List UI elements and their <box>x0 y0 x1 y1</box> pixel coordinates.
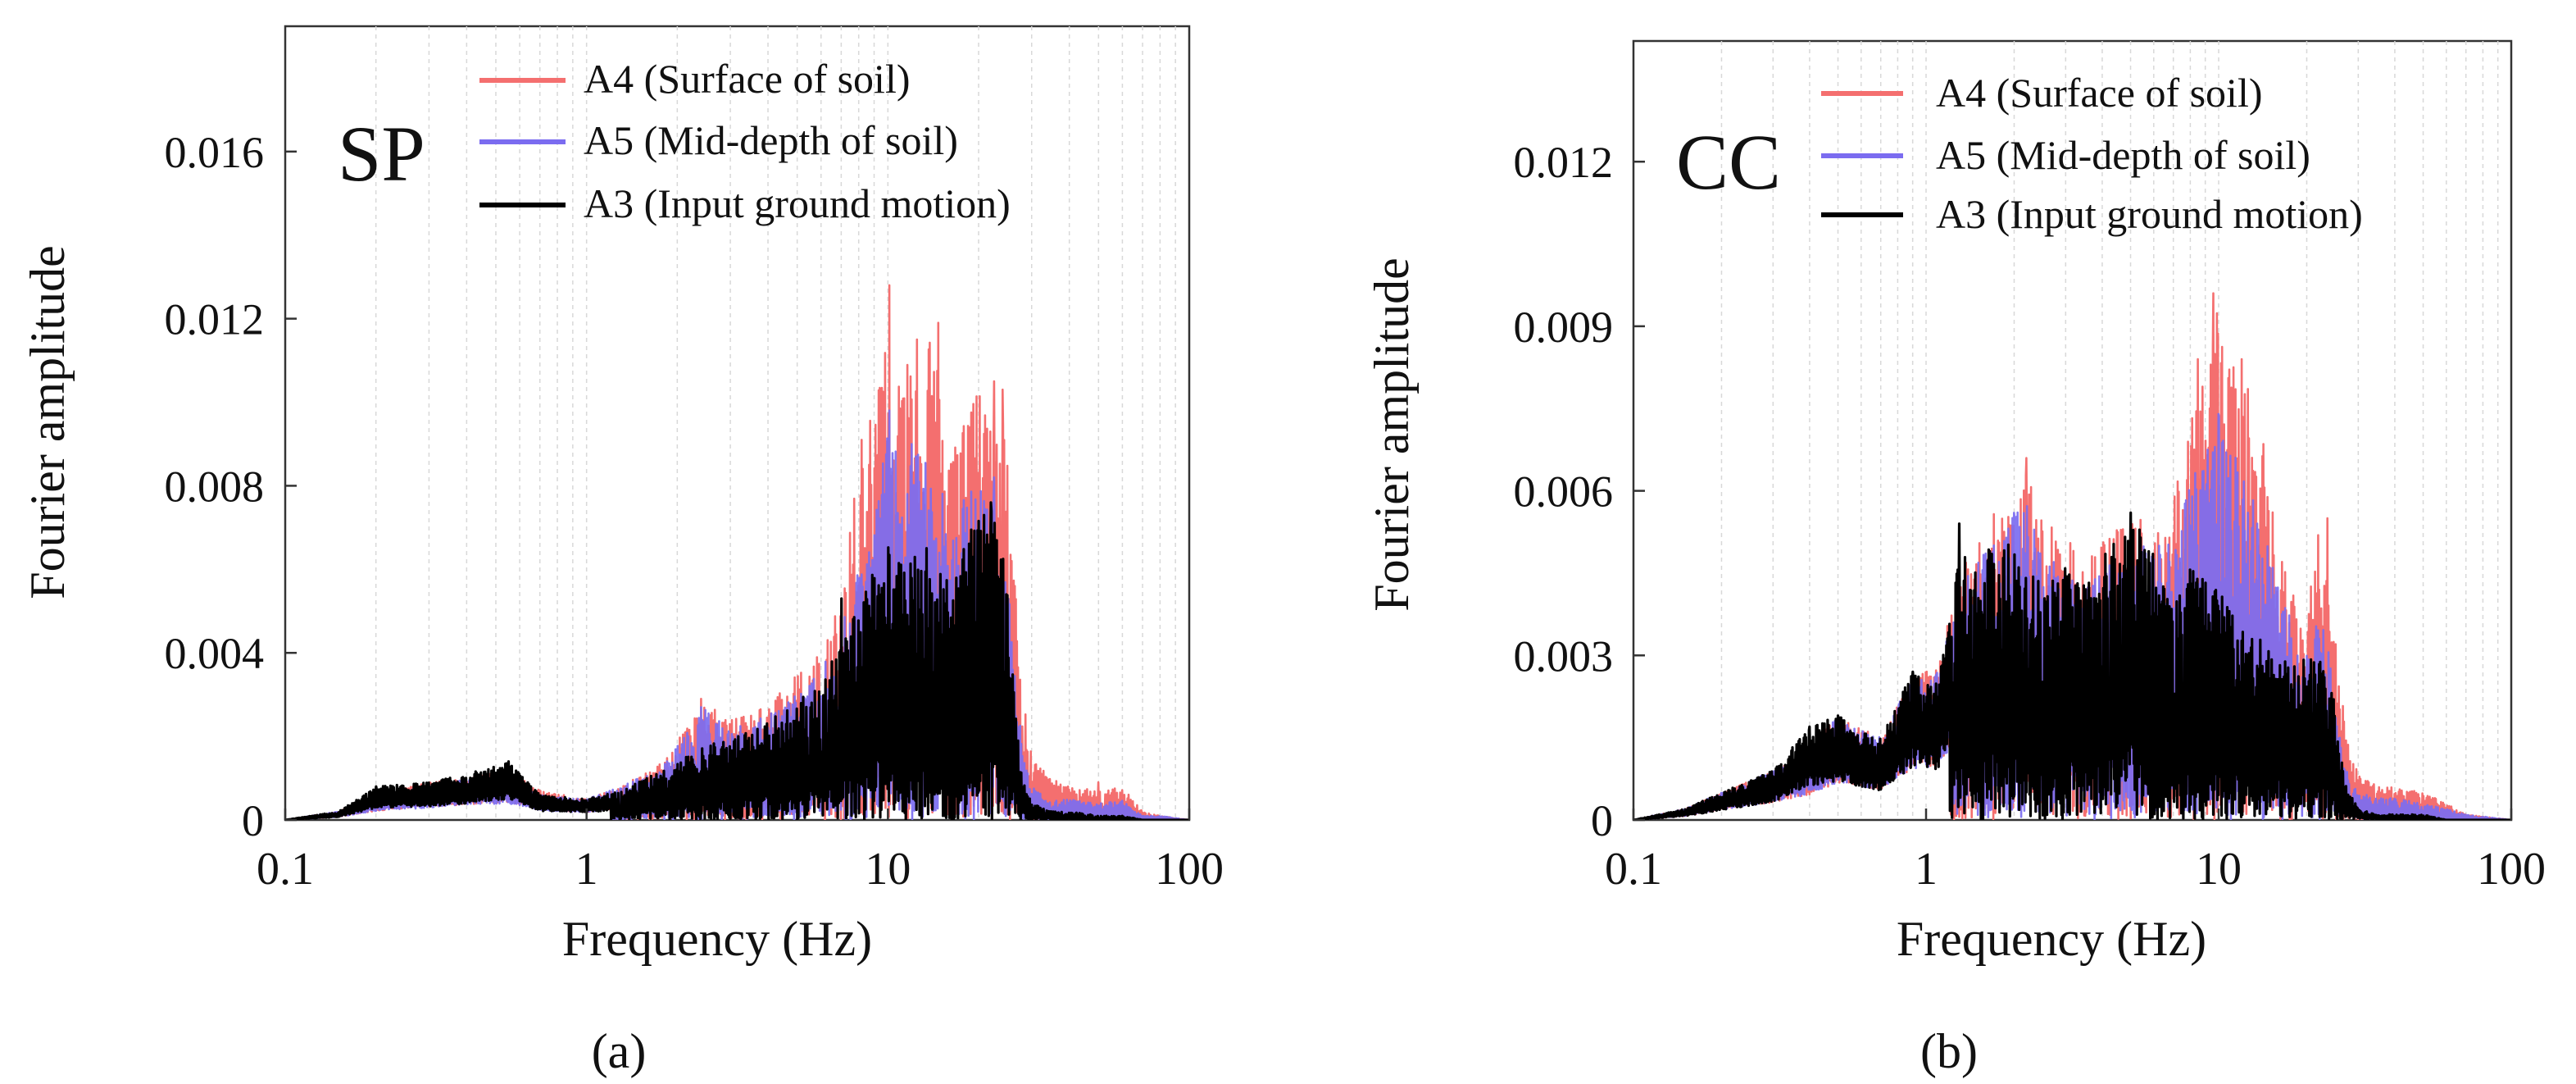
y-tick-label: 0 <box>1591 796 1613 845</box>
y-tick-label: 0.012 <box>1514 138 1614 187</box>
series-layer <box>1633 292 2511 820</box>
chart-panel-a: 0.1 1 10 100 0 0.004 0.008 0.012 0.016 SP A4 (Su… <box>20 25 1224 1078</box>
panel-label: (a) <box>592 1024 647 1078</box>
y-tick-label: 0.009 <box>1514 303 1614 352</box>
legend-label-a5: A5 (Mid-depth of soil) <box>1936 132 2310 178</box>
x-tick-label: 10 <box>2196 844 2242 895</box>
x-axis-label: Frequency (Hz) <box>562 912 872 966</box>
legend: A4 (Surface of soil) A5 (Mid-depth of so… <box>479 56 1011 226</box>
axis-ticks: 0.1 1 10 100 0 0.003 0.006 0.009 0.012 <box>1514 138 2546 895</box>
y-axis-label: Fourier amplitude <box>20 245 75 599</box>
y-tick-label: 0.003 <box>1514 631 1614 681</box>
series-line-a3 <box>285 501 1189 820</box>
y-axis-label: Fourier amplitude <box>1365 257 1419 612</box>
x-tick-label: 0.1 <box>1605 844 1662 895</box>
x-tick-label: 1 <box>575 844 598 895</box>
grid-lines <box>375 26 1176 820</box>
legend-label-a4: A4 (Surface of soil) <box>584 56 911 102</box>
x-tick-label: 0.1 <box>257 844 314 895</box>
y-tick-label: 0.006 <box>1514 467 1614 517</box>
series-layer <box>285 284 1189 820</box>
series-line-a3 <box>1633 511 2511 820</box>
legend-label-a3: A3 (Input ground motion) <box>584 180 1011 226</box>
chart-panel-b: 0.1 1 10 100 0 0.003 0.006 0.009 0.012 CC A4 (Su… <box>1365 39 2546 1078</box>
axis-ticks: 0.1 1 10 100 0 0.004 0.008 0.012 0.016 <box>165 128 1224 895</box>
plot-area-frame <box>284 25 1191 822</box>
y-tick-label: 0.008 <box>165 462 265 511</box>
legend: A4 (Surface of soil) A5 (Mid-depth of so… <box>1821 70 2363 237</box>
panel-label: (b) <box>1920 1024 1978 1078</box>
legend-label-a4: A4 (Surface of soil) <box>1936 70 2263 116</box>
x-tick-label: 100 <box>1155 844 1224 895</box>
y-tick-label: 0.004 <box>165 629 265 678</box>
y-tick-label: 0.016 <box>165 128 265 177</box>
x-tick-label: 1 <box>1915 844 1938 895</box>
legend-label-a5: A5 (Mid-depth of soil) <box>584 117 958 163</box>
x-tick-label: 100 <box>2477 844 2546 895</box>
inset-label: SP <box>338 110 425 198</box>
y-tick-label: 0 <box>242 796 264 845</box>
x-axis-label: Frequency (Hz) <box>1897 912 2206 966</box>
legend-label-a3: A3 (Input ground motion) <box>1936 191 2363 237</box>
inset-label: CC <box>1676 118 1781 206</box>
y-tick-label: 0.012 <box>165 295 265 344</box>
x-tick-label: 10 <box>865 844 911 895</box>
